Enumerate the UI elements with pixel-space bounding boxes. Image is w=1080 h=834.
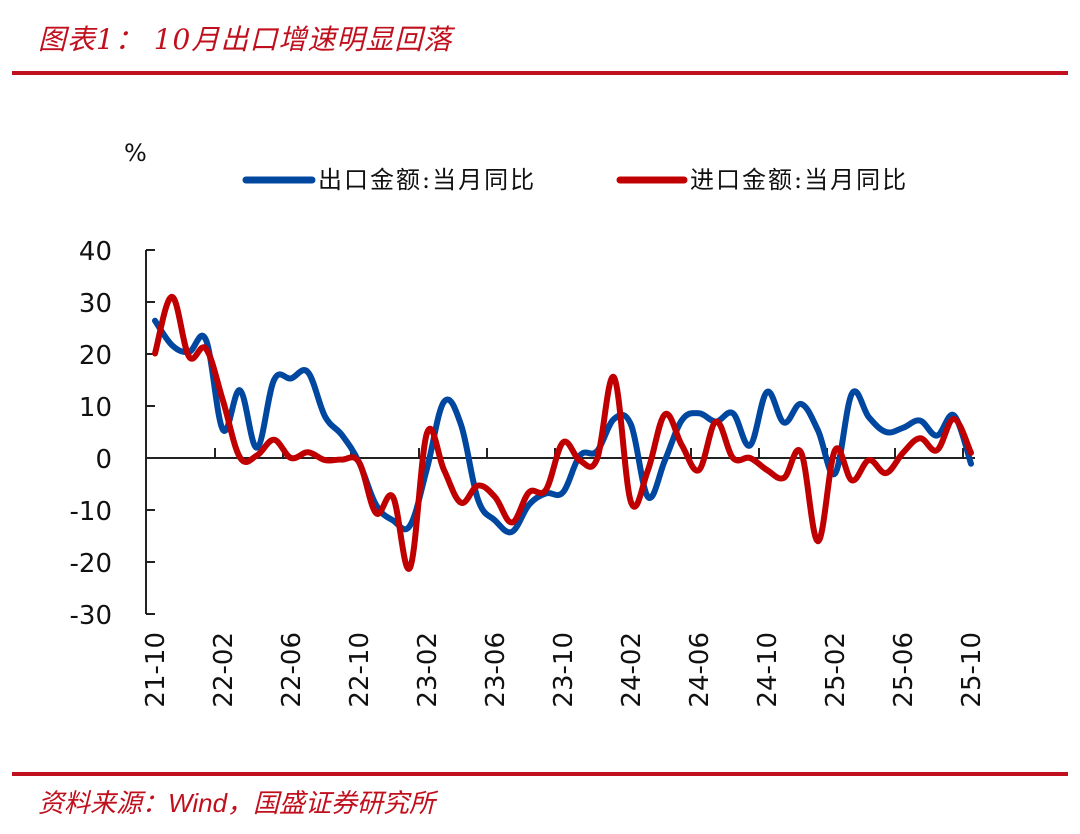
y-tick-label: -10 (70, 497, 112, 527)
source-note: 资料来源：Wind，国盛证券研究所 (38, 783, 435, 820)
series-line-export (152, 317, 974, 536)
series-lines (152, 293, 974, 572)
x-tick-label: 24-10 (753, 632, 783, 708)
y-tick-label: 10 (79, 393, 112, 423)
line-chart: % 出口金额:当月同比 进口金额:当月同比 40 30 20 10 0 -10 -20 -30… (70, 139, 987, 708)
legend: 出口金额:当月同比 进口金额:当月同比 (242, 166, 908, 194)
x-tick-label: 22-06 (277, 632, 307, 708)
top-divider (12, 71, 1068, 75)
axes (145, 250, 975, 614)
y-tick-label: 30 (79, 289, 112, 319)
y-tick-label: -20 (70, 549, 112, 579)
x-tick-label: 24-06 (685, 632, 715, 708)
x-tick-label: 23-02 (413, 632, 443, 708)
y-tick-label: 20 (79, 341, 112, 371)
legend-label-import: 进口金额:当月同比 (690, 166, 908, 194)
x-tick-label: 22-02 (209, 632, 239, 708)
x-tick-label: 23-10 (549, 632, 579, 708)
y-tick-label: 40 (79, 237, 112, 267)
x-tick-label: 23-06 (481, 632, 511, 708)
x-tick-label: 21-10 (141, 632, 171, 708)
y-tick-label: -30 (70, 601, 112, 631)
x-tick-label: 22-10 (345, 632, 375, 708)
x-tick-label: 25-02 (821, 632, 851, 708)
y-axis-ticks: 40 30 20 10 0 -10 -20 -30 (70, 237, 155, 631)
x-tick-label: 25-10 (957, 632, 987, 708)
x-tick-label: 24-02 (617, 632, 647, 708)
y-tick-label: 0 (95, 445, 112, 475)
y-unit-label: % (124, 139, 147, 167)
x-axis-ticks: 21-10 22-02 22-06 22-10 23-02 23-06 23-10 24-02… (141, 448, 987, 708)
x-tick-label: 25-06 (889, 632, 919, 708)
legend-label-export: 出口金额:当月同比 (318, 166, 536, 194)
bottom-divider (12, 772, 1068, 776)
source-prefix: 资料来源： (38, 789, 169, 819)
source-wind: Wind (168, 788, 228, 818)
series-line-import (152, 293, 974, 572)
chart-title: 图表1： 10月出口增速明显回落 (38, 23, 453, 56)
source-suffix: ，国盛证券研究所 (227, 789, 436, 819)
